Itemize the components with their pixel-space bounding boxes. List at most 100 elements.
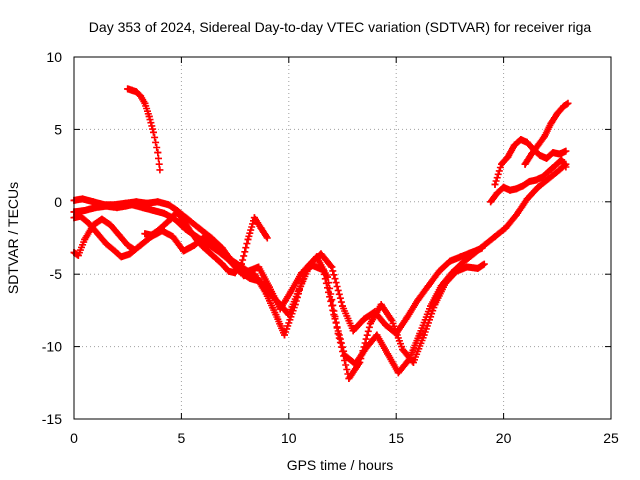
data-point — [382, 321, 389, 329]
data-point — [132, 88, 140, 96]
data-point — [272, 311, 280, 319]
data-point — [435, 267, 443, 275]
data-point — [113, 204, 121, 212]
data-point — [81, 207, 89, 214]
plot-frame — [73, 56, 612, 420]
data-point — [470, 250, 477, 258]
data-point — [491, 233, 499, 241]
series-track-8 — [487, 156, 570, 206]
x-tick-label: 10 — [281, 430, 297, 446]
data-point — [525, 178, 533, 185]
data-point — [491, 180, 499, 188]
data-point — [81, 235, 89, 243]
data-point — [328, 263, 336, 271]
data-point — [547, 120, 555, 128]
data-point — [528, 150, 535, 158]
data-point — [263, 234, 271, 242]
data-point — [513, 185, 520, 193]
data-point — [523, 195, 531, 203]
data-point — [517, 136, 525, 143]
data-point — [437, 282, 445, 290]
data-point — [362, 344, 370, 352]
x-tick-label: 25 — [603, 430, 619, 446]
data-point — [446, 257, 454, 265]
data-point — [257, 224, 265, 232]
data-point — [231, 269, 239, 277]
data-point — [371, 308, 379, 316]
data-point — [186, 227, 194, 235]
data-point — [167, 215, 175, 223]
data-point — [523, 138, 531, 146]
data-point — [244, 235, 252, 243]
data-point — [457, 253, 465, 261]
y-tick-label: -15 — [42, 411, 62, 427]
data-point — [74, 251, 82, 259]
data-point — [513, 211, 520, 219]
data-point — [238, 260, 245, 268]
data-point — [392, 330, 400, 338]
data-point — [246, 275, 254, 282]
data-point — [487, 198, 495, 206]
data-point — [128, 86, 136, 94]
data-point — [199, 243, 207, 251]
y-tick-label: 10 — [46, 49, 62, 65]
data-point — [169, 233, 177, 241]
data-point — [276, 305, 284, 313]
data-point — [147, 231, 155, 239]
data-point — [474, 264, 482, 272]
data-point — [562, 147, 570, 155]
data-point — [173, 208, 181, 216]
data-point — [124, 241, 132, 249]
data-point — [540, 133, 548, 141]
data-point — [180, 217, 187, 225]
x-tick-label: 5 — [178, 430, 186, 446]
data-point — [373, 331, 381, 339]
data-point — [414, 296, 422, 304]
data-point — [102, 202, 110, 210]
data-point — [416, 330, 424, 338]
data-point — [244, 267, 252, 275]
data-point — [89, 221, 97, 229]
data-point — [130, 246, 138, 254]
data-point — [500, 183, 508, 191]
data-point — [141, 230, 149, 238]
y-axis-title: SDTVAR / TECUs — [5, 182, 21, 294]
data-point — [308, 262, 316, 269]
data-point — [298, 269, 306, 277]
y-tick-label: -5 — [50, 266, 63, 282]
data-point — [266, 283, 273, 291]
data-point — [79, 195, 87, 203]
data-point — [558, 156, 566, 164]
data-point — [225, 267, 233, 275]
data-point — [330, 311, 338, 319]
data-point — [154, 227, 162, 235]
data-point — [519, 182, 527, 190]
data-point — [126, 250, 134, 258]
data-point — [349, 327, 357, 335]
data-point — [154, 149, 162, 157]
y-tick-label: 5 — [54, 121, 62, 137]
data-point — [150, 207, 157, 214]
data-point — [504, 153, 512, 161]
data-point — [480, 260, 488, 268]
data-point — [521, 160, 529, 168]
data-point — [532, 176, 540, 184]
data-point — [399, 346, 407, 353]
series-markers — [124, 85, 163, 168]
data-point — [480, 241, 488, 249]
data-point — [296, 285, 303, 293]
data-point — [122, 202, 130, 210]
data-point — [394, 369, 402, 377]
data-point — [128, 201, 136, 209]
data-point — [536, 152, 544, 159]
data-point — [377, 301, 385, 309]
data-point — [463, 263, 471, 271]
data-point — [562, 163, 570, 171]
y-tick-label: 0 — [54, 194, 62, 210]
x-axis-title: GPS time / hours — [287, 457, 394, 473]
data-point — [510, 141, 518, 149]
data-point — [150, 128, 157, 136]
data-point — [92, 204, 99, 212]
series-track-5 — [70, 215, 138, 259]
